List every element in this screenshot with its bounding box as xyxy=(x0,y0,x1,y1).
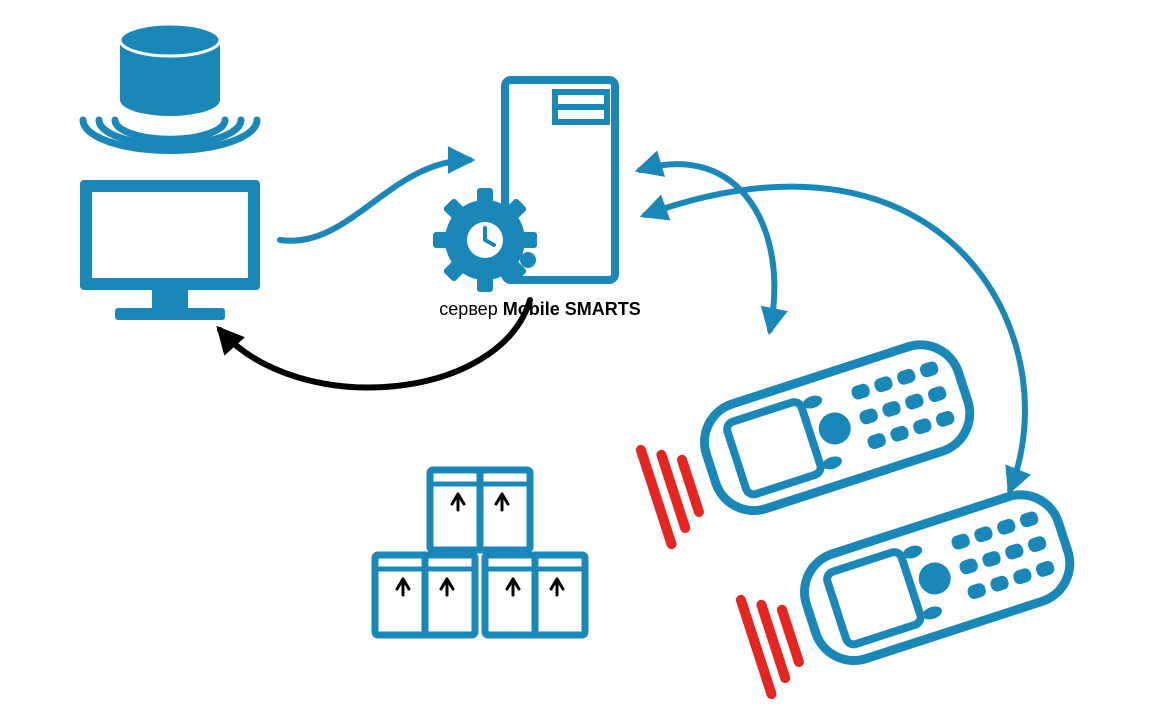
scanner-icon xyxy=(641,334,980,544)
server-icon: сервер Mobile SMARTS xyxy=(433,80,641,319)
server-label: сервер Mobile SMARTS xyxy=(439,299,640,319)
workstation-icon xyxy=(80,24,260,320)
edge-arrow xyxy=(280,160,470,241)
scanner-icon xyxy=(741,484,1080,694)
boxes-icon xyxy=(375,470,585,635)
